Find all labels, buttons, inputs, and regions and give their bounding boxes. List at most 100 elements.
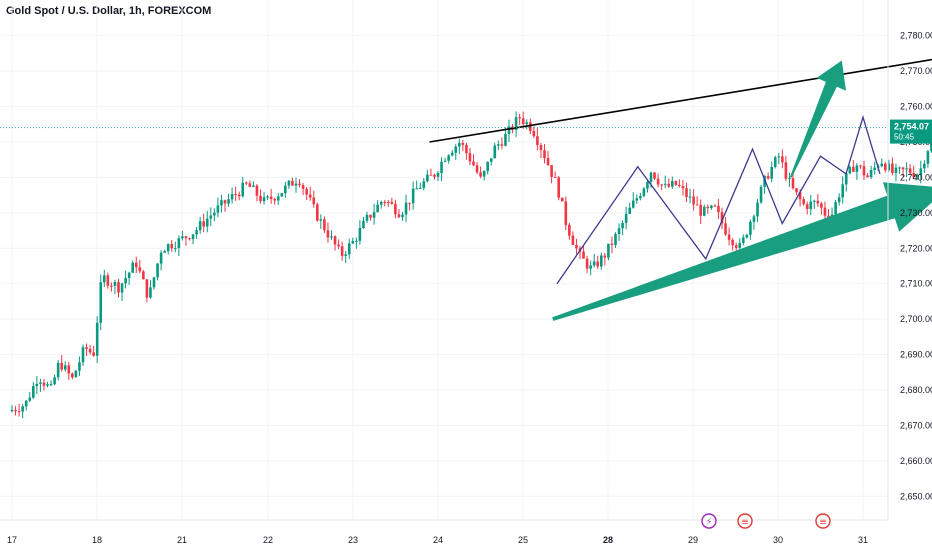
candle-body [614,233,617,245]
candle-body [280,193,284,197]
price-tick-label: 2,680.00 [900,385,932,395]
candle-body [585,258,589,269]
candle-body [49,384,53,386]
candle-body [262,197,266,202]
candle-body [294,183,298,186]
candle-body [28,397,32,401]
candle-body [546,158,550,166]
candle-body [46,384,49,386]
candle-body [21,406,24,412]
price-tick-label: 2,740.00 [900,172,932,182]
candle-body [852,166,855,172]
candle-body [894,167,898,173]
candle-body [873,167,876,171]
candle-body [191,234,195,240]
price-tick-label: 2,720.00 [900,243,932,253]
candle-body [639,195,642,199]
candle-body [791,178,795,189]
candle-body [390,201,394,204]
candle-body [291,180,294,186]
candle-body [713,205,717,207]
price-label-countdown: 50:45 [894,133,915,142]
candle-body [103,275,106,283]
candle-body [532,130,536,137]
time-tick-label: 29 [688,535,698,545]
candle-body [702,206,706,216]
candle-body [337,244,340,247]
candle-body [749,221,752,235]
candle-body [887,163,891,171]
candlesticks [10,111,932,419]
zigzag-pattern [556,114,881,285]
candle-body [127,272,131,279]
candle-body [663,183,667,185]
candle-body [181,236,184,239]
time-axis[interactable]: 17 18 21 22 23 24 25 28 29 30 31 [0,519,888,545]
candle-body [245,182,248,184]
candle-body [376,204,379,213]
candle-body [216,205,220,213]
candle-body [227,199,230,204]
candle-body [422,181,426,188]
candle-body [284,185,287,194]
time-tick-label: 28 [603,535,613,545]
candle-body [81,347,85,363]
candle-body [795,188,798,193]
candle-body [404,202,408,215]
candle-body [56,362,60,378]
candle-body [486,161,489,172]
candle-body [724,223,727,235]
candle-body [738,242,742,248]
candle-body [788,178,791,180]
current-price-label: 2,754.07 50:45 [890,119,932,144]
candle-body [504,134,507,146]
candle-body [610,243,614,245]
candle-body [553,176,557,178]
candle-body [60,362,63,370]
candle-body [426,174,429,182]
price-tick-label: 2,710.00 [900,279,932,289]
candle-body [674,181,678,185]
candle-body [649,172,653,182]
candle-body [624,213,628,223]
us-economic-event-icon [737,513,753,529]
candle-body [656,178,660,185]
price-axis[interactable]: 2,650.00 2,660.00 2,670.00 2,680.00 2,690.00… [887,0,932,520]
price-tick-label: 2,650.00 [900,491,932,501]
candle-body [720,212,724,224]
price-tick-label: 2,760.00 [900,102,932,112]
candle-body [166,244,170,252]
price-tick-label: 2,730.00 [900,208,932,218]
candle-body [823,207,827,216]
candle-body [600,255,603,267]
candle-body [678,184,681,186]
candle-body [607,243,610,258]
candle-body [706,206,710,209]
candle-body [493,145,497,159]
candle-body [930,140,932,152]
candle-body [550,165,553,177]
candle-body [543,150,546,159]
candle-body [915,175,919,177]
candle-body [884,163,887,171]
time-tick-label: 30 [773,535,783,545]
candle-body [475,165,479,173]
candle-body [234,194,237,196]
candle-body [756,202,759,217]
price-tick-label: 2,700.00 [900,314,932,324]
candle-body [287,180,291,186]
candle-body [805,204,809,210]
candle-body [489,158,493,162]
candle-body [507,126,511,135]
candle-body [834,202,837,215]
candle-body [529,122,532,131]
candle-body [323,219,326,231]
candle-body [710,205,713,209]
candle-body [387,201,390,203]
event-icons[interactable]: ⚡ ≡ ≡ [701,513,831,529]
candle-body [766,175,770,179]
candle-body [450,152,454,156]
candle-body [411,188,415,204]
candle-body [898,167,901,169]
